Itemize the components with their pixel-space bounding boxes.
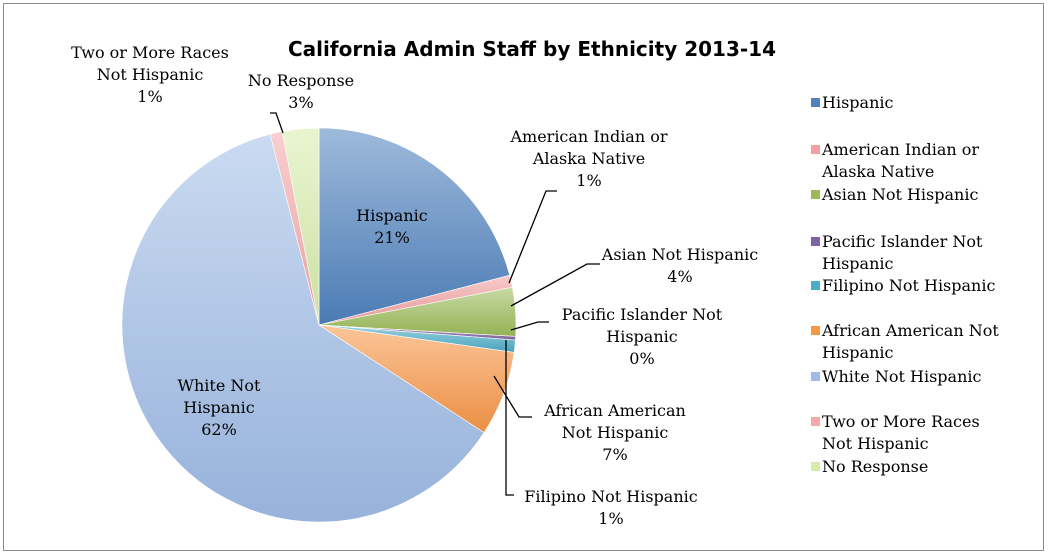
pie-slice-hispanic: [318, 127, 510, 326]
legend-swatch-asian-not-hispanic: [811, 190, 820, 199]
legend-swatch-two-or-more-races-not-hispanic: [811, 417, 820, 426]
legend-item-asian-not-hispanic: Asian Not Hispanic: [821, 185, 978, 204]
leader-line-asian-not-hispanic: [510, 263, 600, 307]
data-label-american-indian-or-alaska-native: American Indian or Alaska Native 1%: [509, 127, 667, 190]
leader-line-two-or-more-races-not-hispanic: [270, 112, 284, 134]
legend-swatch-pacific-islander-not-hispanic: [811, 237, 820, 246]
leader-line-pacific-islander-not-hispanic: [510, 321, 549, 331]
data-label-white-not-hispanic: White Not Hispanic 62%: [178, 376, 261, 439]
data-label-no-response: No Response 3%: [248, 71, 354, 112]
legend-swatch-african-american-not-hispanic: [811, 326, 820, 335]
legend-item-filipino-not-hispanic: Filipino Not Hispanic: [822, 276, 995, 295]
legend-item-no-response: No Response: [822, 457, 928, 476]
legend-item-african-american-not-hispanic: African American Not Hispanic: [821, 321, 999, 362]
legend-swatch-white-not-hispanic: [811, 372, 820, 381]
legend-swatch-hispanic: [811, 98, 820, 107]
data-label-pacific-islander-not-hispanic: Pacific Islander Not Hispanic 0%: [562, 305, 723, 368]
legend-item-white-not-hispanic: White Not Hispanic: [822, 367, 981, 386]
data-label-filipino-not-hispanic: Filipino Not Hispanic 1%: [524, 487, 697, 528]
data-label-african-american-not-hispanic: African American Not Hispanic 7%: [543, 401, 686, 464]
leader-line-american-indian-or-alaska-native: [508, 190, 557, 284]
leader-line-african-american-not-hispanic: [493, 375, 532, 418]
chart-title: California Admin Staff by Ethnicity 2013…: [288, 37, 776, 61]
legend-swatch-american-indian-or-alaska-native: [811, 145, 820, 154]
legend-item-hispanic: Hispanic: [822, 93, 893, 112]
data-label-asian-not-hispanic: Asian Not Hispanic 4%: [601, 245, 758, 286]
pie-slice-white-not-hispanic: [121, 133, 485, 523]
legend-swatch-no-response: [811, 462, 820, 471]
data-label-two-or-more-races-not-hispanic: Two or More Races Not Hispanic 1%: [71, 43, 229, 106]
legend-item-pacific-islander-not-hispanic: Pacific Islander Not Hispanic: [822, 232, 983, 273]
data-label-hispanic: Hispanic 21%: [356, 206, 427, 247]
legend-item-american-indian-or-alaska-native: American Indian or Alaska Native: [821, 140, 979, 181]
legend-item-two-or-more-races-not-hispanic: Two or More Races Not Hispanic: [822, 412, 980, 453]
legend-swatch-filipino-not-hispanic: [811, 281, 820, 290]
leader-line-filipino-not-hispanic: [505, 340, 514, 496]
